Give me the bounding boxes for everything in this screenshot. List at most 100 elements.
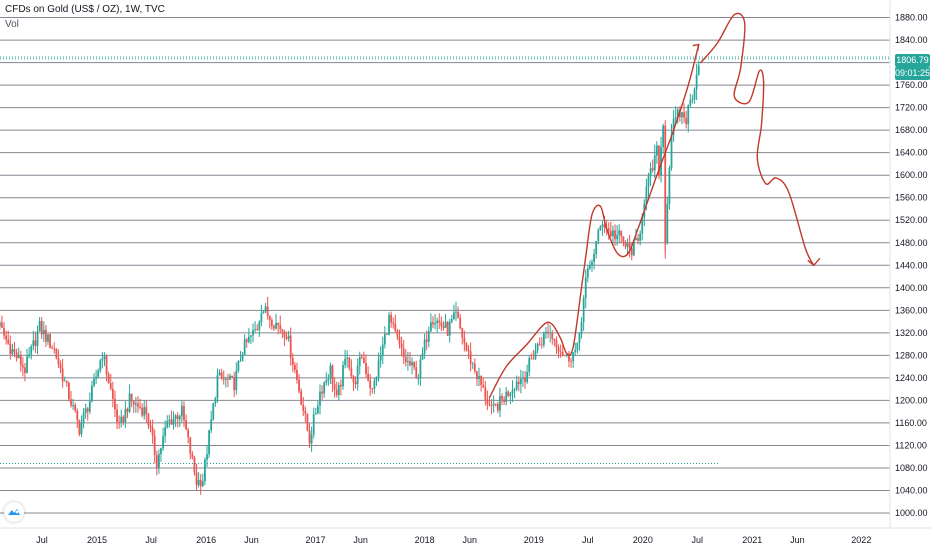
candle xyxy=(233,371,236,398)
candle-body xyxy=(549,332,552,334)
candle-body xyxy=(302,404,305,411)
candle-body xyxy=(233,377,236,391)
candle-body xyxy=(155,455,158,468)
candle-body xyxy=(19,355,22,366)
candle-body xyxy=(61,368,64,382)
candle-body xyxy=(425,339,428,342)
candle xyxy=(70,390,72,408)
candle-body xyxy=(337,384,340,395)
candle-body xyxy=(505,391,508,402)
candle-body xyxy=(601,224,604,227)
candle xyxy=(467,345,470,359)
candle xyxy=(93,373,95,388)
price-axis[interactable]: 1000.00 1040.00 1080.00 1120.00 1160.00 1200.… xyxy=(895,13,928,518)
candle-body xyxy=(344,358,346,366)
candle-body xyxy=(306,413,309,431)
candle-body xyxy=(38,320,41,332)
candle-body xyxy=(120,416,123,423)
candle xyxy=(229,373,231,381)
candle-body xyxy=(124,408,127,423)
candle xyxy=(1,315,3,329)
candle xyxy=(586,264,589,283)
candle xyxy=(235,362,238,395)
candle-body xyxy=(480,375,483,385)
candle xyxy=(191,451,194,460)
candle-body xyxy=(534,350,537,360)
candle xyxy=(490,399,493,415)
candle xyxy=(208,429,210,459)
candle-body xyxy=(532,358,535,360)
candle xyxy=(612,225,614,245)
candle-body xyxy=(471,363,474,365)
time-tick-label: 2018 xyxy=(415,535,435,545)
candle xyxy=(327,374,330,386)
candle-body xyxy=(13,349,16,353)
candle xyxy=(134,397,137,413)
candle xyxy=(626,238,629,256)
candle xyxy=(291,353,294,373)
candle xyxy=(614,224,616,246)
candle-body xyxy=(128,393,131,412)
candle-body xyxy=(352,376,355,383)
candle-body xyxy=(469,351,472,364)
candle-body xyxy=(651,168,654,171)
candle xyxy=(65,380,68,387)
candle xyxy=(204,457,206,486)
candle xyxy=(676,107,679,124)
candle-body xyxy=(524,377,526,382)
candle-body xyxy=(187,429,190,438)
candle xyxy=(369,374,372,396)
candle-body xyxy=(185,420,187,430)
candle-body xyxy=(126,408,129,412)
candle xyxy=(78,419,81,437)
candle xyxy=(534,343,537,360)
candle-body xyxy=(582,298,585,323)
candle xyxy=(375,376,378,387)
candle xyxy=(325,372,328,386)
time-axis[interactable]: Jul 2015 Jul 2016 Jun 2017 Jun 2018 Jun 2019 Jul 20… xyxy=(36,535,871,545)
candle xyxy=(264,302,267,314)
candle-body xyxy=(530,358,533,360)
candle xyxy=(308,423,311,448)
candle xyxy=(693,87,696,104)
candle-body xyxy=(250,335,252,337)
candle xyxy=(697,60,700,76)
tradingview-logo-icon[interactable] xyxy=(4,502,24,522)
time-tick-label: Jul xyxy=(691,535,703,545)
candle-body xyxy=(574,349,577,353)
candle xyxy=(107,371,110,384)
candle-body xyxy=(620,230,623,237)
candle-body xyxy=(499,396,501,411)
candle xyxy=(553,338,556,347)
candle xyxy=(118,415,121,429)
candle-body xyxy=(356,366,359,385)
candle xyxy=(386,333,388,335)
candle-body xyxy=(517,381,520,385)
candle xyxy=(82,408,85,429)
candle-body xyxy=(76,410,79,421)
time-tick-label: Jun xyxy=(244,535,259,545)
candle-body xyxy=(321,391,323,394)
candle xyxy=(499,387,501,418)
candle xyxy=(346,350,349,368)
candle xyxy=(91,380,93,403)
time-tick-label: 2022 xyxy=(851,535,871,545)
candle xyxy=(639,230,642,246)
candle-body xyxy=(78,420,81,435)
candle-body xyxy=(220,372,223,379)
candle-body xyxy=(296,369,298,380)
candle xyxy=(34,331,37,354)
candle xyxy=(440,316,443,331)
candle-body xyxy=(335,389,338,395)
candle-body xyxy=(402,348,405,358)
candle-body xyxy=(484,387,487,400)
candle-body xyxy=(580,322,583,334)
candle-body xyxy=(551,332,554,339)
candle xyxy=(36,325,39,355)
candle-body xyxy=(429,322,432,332)
candle xyxy=(256,324,259,331)
candle xyxy=(459,313,462,330)
candle-body xyxy=(561,351,564,356)
